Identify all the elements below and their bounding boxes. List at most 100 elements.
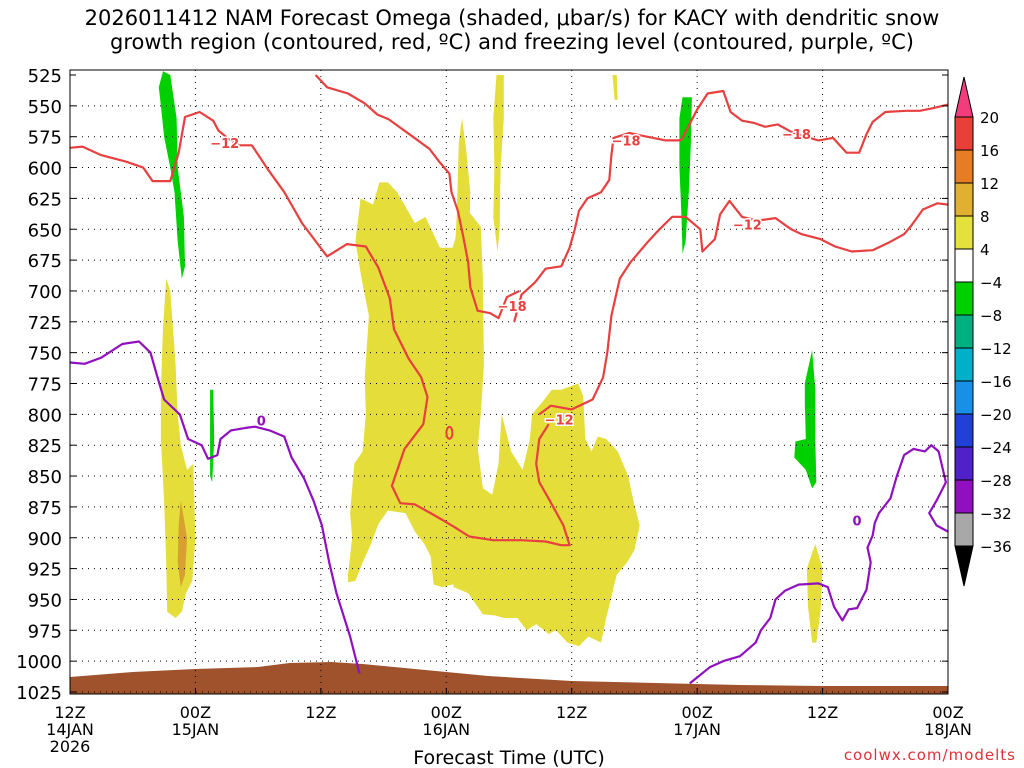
- x-tick-label-1: 00Z: [180, 703, 211, 722]
- omega-region-4: [160, 278, 196, 618]
- x-tick-label-7: 00Z: [932, 703, 963, 722]
- y-tick-label-1000: 1000: [16, 652, 62, 673]
- colorbar-label-11: −28: [980, 472, 1012, 490]
- omega-region-9: [679, 97, 692, 254]
- x-tick-label-4: 12Z: [556, 703, 587, 722]
- y-tick-label-825: 825: [28, 436, 62, 457]
- omega-region-10: [794, 350, 817, 489]
- colorbar-label-12: −32: [980, 505, 1012, 523]
- freezing-level-contour-6: [689, 444, 949, 685]
- y-tick-label-550: 550: [28, 97, 62, 118]
- colorbar-swatch-10: [954, 413, 974, 448]
- x-tick-label-2: 12Z: [305, 703, 336, 722]
- x-tick-label-5: 00Z: [681, 703, 712, 722]
- colorbar-label-10: −24: [980, 439, 1012, 457]
- y-tick-label-975: 975: [28, 621, 62, 642]
- x-tick-year-0: 2026: [50, 737, 91, 756]
- y-tick-label-700: 700: [28, 282, 62, 303]
- colorbar-swatch-3: [954, 182, 974, 217]
- x-tick-date-5: 17JAN: [673, 720, 721, 739]
- colorbar-label-8: −16: [980, 373, 1012, 391]
- y-tick-label-575: 575: [28, 128, 62, 149]
- dgz-contour-2: [314, 74, 520, 320]
- colorbar-label-1: 16: [980, 142, 999, 160]
- contour-label-7: 0: [257, 415, 266, 430]
- x-tick-date-3: 16JAN: [422, 720, 470, 739]
- colorbar-label-9: −20: [980, 406, 1012, 424]
- x-tick-label-0: 12Z: [54, 703, 85, 722]
- colorbar-swatch-5: [954, 248, 974, 283]
- colorbar-label-0: 20: [980, 109, 999, 127]
- dgz-contour-loop: [445, 425, 454, 440]
- y-tick-label-650: 650: [28, 220, 62, 241]
- contour-label-1: −12: [210, 137, 239, 152]
- y-tick-label-675: 675: [28, 251, 62, 272]
- omega-region-7: [612, 75, 618, 100]
- freezing-level-contour-5: [69, 340, 361, 674]
- y-tick-label-750: 750: [28, 344, 62, 365]
- colorbar-swatch-2: [954, 149, 974, 184]
- colorbar-label-5: −4: [980, 274, 1002, 292]
- colorbar-label-4: 4: [980, 241, 990, 259]
- colorbar-swatch-12: [954, 479, 974, 514]
- omega-region-3: [493, 75, 504, 252]
- chart-title-line-1: 2026011412 NAM Forecast Omega (shaded, μ…: [84, 6, 940, 30]
- y-tick-label-725: 725: [28, 313, 62, 334]
- colorbar-label-7: −12: [980, 340, 1012, 358]
- y-tick-label-525: 525: [28, 66, 62, 87]
- contour-layer: [69, 74, 949, 685]
- dgz-contour-4: [538, 199, 949, 416]
- contour-labels: −12 −18 −18 −12 −18 −12 0 0: [209, 127, 863, 531]
- colorbar: 20 16 12 8 4 −4 −8 −12 −16 −20 −24 −28 −32 −36: [954, 76, 1012, 587]
- x-tick-date-1: 15JAN: [172, 720, 220, 739]
- colorbar-swatch-6: [954, 281, 974, 316]
- colorbar-swatch-9: [954, 380, 974, 415]
- colorbar-swatch-7: [954, 314, 974, 349]
- x-tick-date-0: 14JAN: [46, 720, 94, 739]
- colorbar-swatch-4: [954, 215, 974, 250]
- x-tick-date-7: 18JAN: [924, 720, 972, 739]
- colorbar-swatch-13: [954, 512, 974, 547]
- x-tick-label-6: 12Z: [807, 703, 838, 722]
- colorbar-label-13: −36: [980, 538, 1012, 556]
- contour-label-2: −18: [612, 134, 641, 149]
- omega-shading-layer: [158, 71, 823, 647]
- colorbar-label-3: 8: [980, 208, 990, 226]
- omega-region-2: [448, 118, 640, 647]
- y-tick-label-925: 925: [28, 560, 62, 581]
- gridlines: [70, 70, 948, 694]
- chart-title: 2026011412 NAM Forecast Omega (shaded, μ…: [0, 6, 1024, 54]
- contour-label-8: 0: [853, 514, 862, 529]
- omega-region-5: [177, 500, 188, 588]
- colorbar-top-arrow: [954, 76, 974, 118]
- colorbar-label-2: 12: [980, 175, 999, 193]
- omega-region-6: [806, 543, 823, 643]
- y-axis: 525 550 575 600 625 650 675 700 725 750 775 800 825 8…: [16, 66, 948, 704]
- y-tick-label-950: 950: [28, 590, 62, 611]
- contour-label-6: −12: [545, 413, 574, 428]
- contour-label-3: −18: [782, 128, 811, 143]
- y-tick-label-1025: 1025: [16, 683, 62, 704]
- plot-frame: [69, 69, 949, 695]
- y-tick-label-625: 625: [28, 189, 62, 210]
- y-tick-label-900: 900: [28, 529, 62, 550]
- colorbar-swatch-1: [954, 116, 974, 151]
- colorbar-swatch-8: [954, 347, 974, 382]
- y-tick-label-600: 600: [28, 159, 62, 180]
- dgz-contour-3: [513, 89, 949, 323]
- source-credit: coolwx.com/modelts: [843, 746, 1016, 764]
- chart-title-line-2: growth region (contoured, red, ºC) and f…: [110, 30, 914, 54]
- colorbar-swatch-11: [954, 446, 974, 481]
- y-tick-label-850: 850: [28, 467, 62, 488]
- x-tick-label-3: 00Z: [431, 703, 462, 722]
- contour-label-4: −12: [733, 218, 762, 233]
- terrain-layer: [70, 662, 948, 694]
- omega-region-11: [210, 389, 215, 483]
- terrain-fill: [70, 662, 948, 694]
- y-tick-label-800: 800: [28, 405, 62, 426]
- contour-label-5: −18: [498, 300, 527, 315]
- omega-region-1: [348, 182, 484, 588]
- dgz-contour-1: [69, 110, 571, 547]
